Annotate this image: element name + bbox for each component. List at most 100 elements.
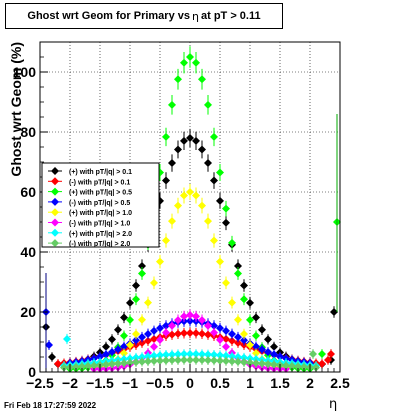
data-point	[222, 218, 230, 227]
data-point	[264, 335, 272, 344]
data-point	[228, 238, 236, 247]
data-point	[246, 315, 254, 324]
data-point	[270, 350, 278, 359]
data-point	[192, 136, 200, 145]
data-point	[120, 359, 128, 368]
data-point	[162, 176, 170, 185]
data-point	[204, 350, 212, 359]
data-point	[276, 352, 284, 361]
data-point	[150, 278, 158, 287]
legend-entry-label: (-) with pT/|q| > 2.0	[69, 241, 130, 248]
data-point	[138, 352, 146, 361]
data-point	[162, 328, 170, 337]
data-point	[192, 58, 200, 67]
data-point	[228, 336, 236, 345]
data-point	[192, 312, 200, 321]
data-point	[186, 188, 194, 196]
data-point	[270, 342, 278, 351]
data-point	[90, 361, 98, 370]
data-point	[126, 341, 134, 350]
data-point	[138, 269, 146, 278]
data-point	[150, 351, 158, 360]
legend-swatch-marker	[51, 177, 59, 186]
data-point	[327, 350, 335, 358]
data-point	[162, 350, 170, 359]
data-point	[180, 312, 188, 321]
data-point	[174, 316, 182, 325]
data-point	[198, 201, 206, 210]
legend-swatch-marker	[51, 167, 59, 175]
data-point	[132, 281, 140, 290]
x-tick-label: 1	[246, 375, 254, 391]
data-point	[138, 338, 146, 347]
data-point	[198, 316, 206, 325]
data-point	[216, 196, 224, 205]
data-point	[240, 336, 248, 345]
data-point	[150, 334, 158, 343]
data-point	[330, 308, 338, 316]
legend-swatch-marker	[51, 228, 59, 237]
data-point	[204, 321, 212, 330]
data-point	[180, 356, 188, 365]
legend-entry-label: (-) with pT/|q| > 0.1	[69, 179, 130, 186]
data-point	[180, 329, 188, 338]
data-point	[54, 359, 62, 368]
data-point	[63, 335, 71, 343]
data-point	[108, 348, 116, 357]
data-point	[312, 363, 320, 372]
data-point	[114, 359, 122, 368]
x-tick-label: 0.5	[210, 375, 230, 391]
data-point	[108, 335, 116, 344]
data-point	[48, 353, 56, 361]
legend-entry-label: (+) with pT/|q| > 0.1	[69, 169, 132, 176]
data-point	[252, 342, 260, 351]
x-tick-label: 0	[186, 375, 194, 391]
data-point	[120, 331, 128, 340]
data-point	[186, 311, 194, 319]
data-point	[210, 176, 218, 185]
data-point	[222, 204, 230, 213]
data-point	[192, 329, 200, 338]
x-tick-label: −1	[122, 375, 138, 391]
data-point	[186, 329, 194, 337]
data-point	[234, 333, 242, 342]
data-point	[216, 168, 224, 177]
data-point	[120, 342, 128, 351]
data-point	[192, 350, 200, 359]
data-point	[174, 75, 182, 84]
data-point	[240, 281, 248, 290]
data-point	[78, 362, 86, 371]
data-point	[216, 257, 224, 266]
data-point	[288, 362, 296, 371]
footer-date: Fri Feb 18 17:27:59 2022	[4, 401, 97, 410]
data-point	[246, 358, 254, 367]
data-point	[168, 321, 176, 330]
x-tick-label: −0.5	[146, 375, 174, 391]
data-point	[246, 298, 254, 307]
data-point	[258, 325, 266, 334]
data-point	[120, 313, 128, 322]
data-point	[156, 351, 164, 360]
data-point	[216, 351, 224, 360]
data-point	[144, 298, 152, 307]
data-point	[204, 100, 212, 109]
y-tick-label: 80	[20, 124, 36, 140]
x-tick-label: −2	[62, 375, 78, 391]
y-tick-label: 40	[20, 244, 36, 260]
data-point	[156, 335, 164, 344]
data-point	[168, 100, 176, 109]
data-point	[252, 331, 260, 340]
data-point	[318, 359, 326, 368]
data-point	[198, 329, 206, 338]
data-point	[210, 350, 218, 359]
data-point	[180, 350, 188, 359]
data-point	[186, 53, 194, 61]
data-point	[180, 58, 188, 67]
legend-swatch-marker	[51, 239, 59, 248]
data-point	[222, 278, 230, 287]
data-point	[144, 357, 152, 366]
data-point	[234, 269, 242, 278]
data-point	[234, 315, 242, 324]
data-point	[324, 356, 332, 364]
